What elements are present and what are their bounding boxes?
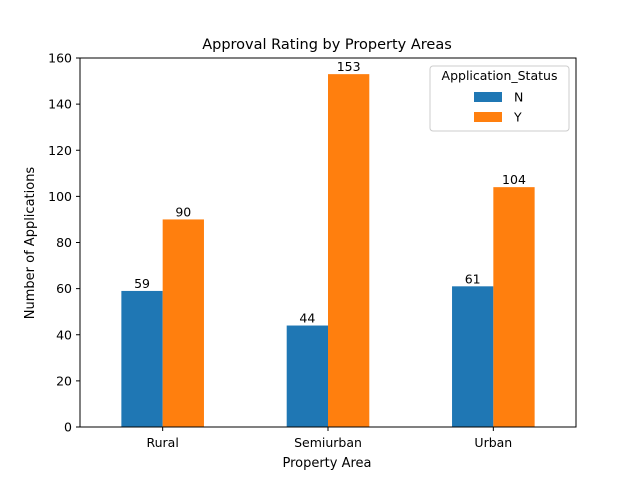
y-tick-label: 0 [64,420,72,435]
bar-urban-n [452,286,494,427]
bar-semiurban-n [286,325,328,427]
x-axis-label: Property Area [282,456,371,471]
legend-title: Application_Status [442,68,558,83]
plot-area: 59 90 Rural 44 153 Semiurban 61 104 Urban 0 20 40 60… [48,51,577,450]
bar-rural-y [162,219,204,427]
data-label: 59 [134,276,150,291]
y-tick-label: 80 [56,235,72,250]
data-label: 44 [299,311,315,326]
chart-title: Approval Rating by Property Areas [202,37,452,53]
data-label: 104 [502,172,526,187]
y-tick-label: 140 [48,97,72,112]
y-tick-label: 20 [56,373,72,388]
y-tick-label: 40 [56,327,72,342]
data-label: 153 [337,59,361,74]
bar-urban-y [493,187,535,427]
y-tick-label: 160 [48,51,72,66]
legend-label-n: N [514,90,523,105]
bar-semiurban-y [328,74,370,428]
legend-swatch-n [474,92,502,102]
legend: Application_Status NY [429,65,570,132]
data-label: 61 [465,271,481,286]
bar-rural-n [121,290,163,427]
y-tick-label: 60 [56,281,72,296]
axes-frame [79,57,577,428]
x-tick-label: Rural [147,435,179,450]
x-tick-label: Semiurban [294,435,362,450]
y-tick-label: 100 [48,189,72,204]
legend-label-y: Y [513,110,522,125]
x-tick-label: Urban [474,435,512,450]
y-axis-label: Number of Applications [23,167,38,320]
y-tick-label: 120 [48,143,72,158]
data-label: 90 [175,204,191,219]
legend-swatch-y [474,112,502,122]
